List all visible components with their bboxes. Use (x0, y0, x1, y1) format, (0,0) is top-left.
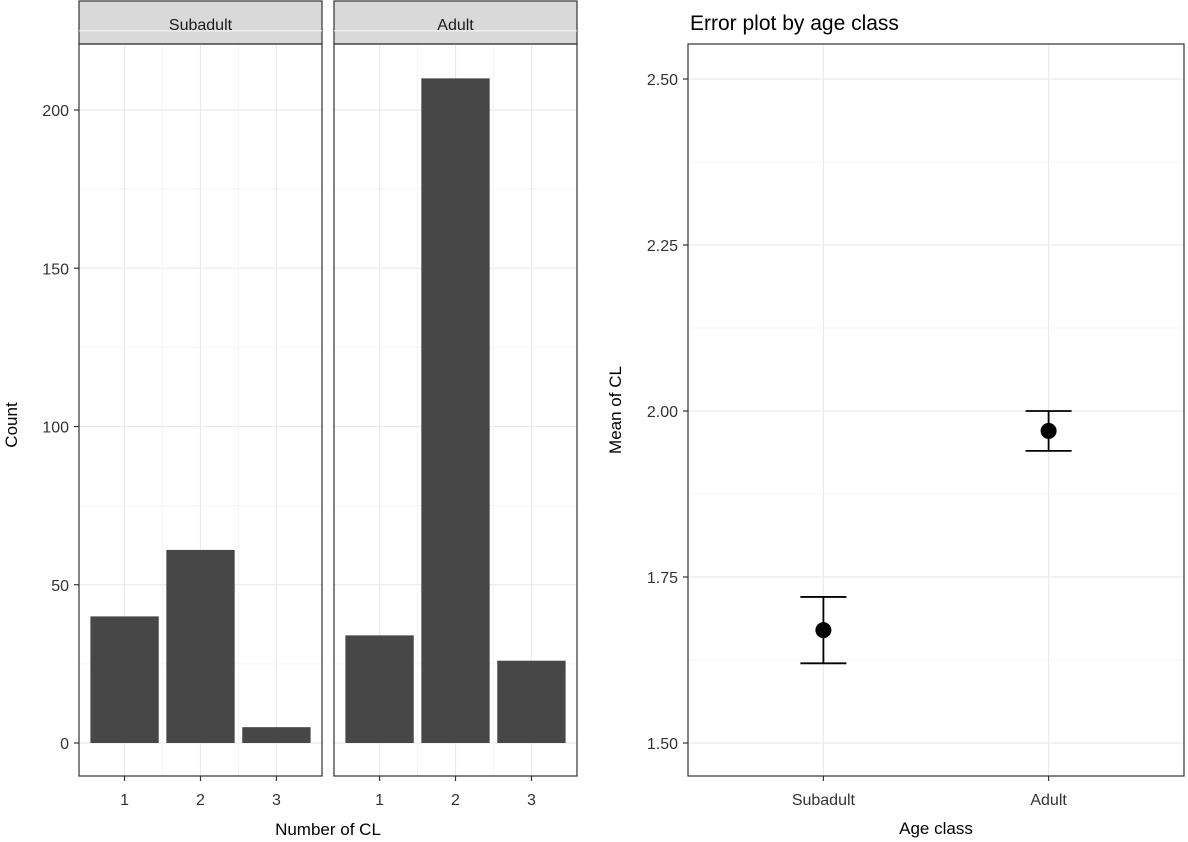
error-chart-panel-border (687, 43, 1185, 777)
count-chart: 0 50 100 150 200 Count Subadult 1 2 3 Adult 1 2… (2, 0, 578, 839)
strip-subadult (78, 0, 323, 45)
error-y-tick-label: 1.75 (647, 570, 678, 587)
x-tick-label: 2 (196, 792, 205, 809)
error-x-tick-label: Adult (1030, 792, 1067, 809)
x-tick-label: 3 (527, 792, 536, 809)
error-y-tick-label: 2.00 (647, 404, 678, 421)
bar-subadult-3 (242, 727, 311, 743)
error-y-tick-label: 2.25 (647, 238, 678, 255)
error-chart-x-axis-title: Age class (899, 819, 973, 838)
mean-point-adult (1040, 422, 1057, 439)
count-y-tick-label: 200 (42, 103, 69, 120)
facet-adult-bars (345, 78, 566, 744)
x-tick-label: 1 (120, 792, 129, 809)
facet-adult-x-axis: 1 2 3 (375, 776, 536, 809)
error-chart-x-axis: Subadult Adult (792, 776, 1067, 809)
count-y-axis: 0 50 100 150 200 (42, 103, 79, 753)
count-y-axis-title: Count (2, 402, 21, 448)
count-y-tick-label: 100 (42, 420, 69, 437)
x-tick-label: 2 (451, 792, 460, 809)
count-x-axis-title: Number of CL (275, 820, 381, 839)
error-y-tick-label: 2.50 (647, 72, 678, 89)
bar-subadult-1 (90, 616, 159, 743)
count-y-tick-label: 50 (51, 578, 69, 595)
error-x-tick-label: Subadult (792, 792, 856, 809)
error-chart-marks (800, 410, 1072, 665)
count-y-tick-label: 0 (60, 736, 69, 753)
error-y-tick-label: 1.50 (647, 736, 678, 753)
strip-adult (333, 0, 578, 45)
x-tick-label: 1 (375, 792, 384, 809)
facet-adult: Adult 1 2 3 (333, 0, 578, 809)
strip-label-adult: Adult (437, 17, 474, 34)
bar-adult-3 (497, 660, 566, 743)
x-tick-label: 3 (272, 792, 281, 809)
error-chart-title: Error plot by age class (690, 12, 899, 35)
error-chart-y-axis: 1.50 1.75 2.00 2.25 2.50 (647, 72, 688, 753)
error-chart-grid (688, 44, 1184, 776)
mean-point-subadult (815, 622, 832, 639)
error-chart: Error plot by age class 1.50 1.75 2.00 2.25… (606, 12, 1185, 838)
facet-subadult-x-axis: 1 2 3 (120, 776, 281, 809)
facet-subadult-bars (90, 549, 311, 743)
count-y-tick-label: 150 (42, 261, 69, 278)
bar-subadult-2 (166, 549, 235, 743)
error-chart-y-axis-title: Mean of CL (606, 366, 625, 454)
bar-adult-1 (345, 635, 414, 743)
strip-label-subadult: Subadult (169, 17, 233, 34)
facet-subadult: Subadult 1 2 3 (78, 0, 323, 809)
bar-adult-2 (421, 78, 490, 744)
